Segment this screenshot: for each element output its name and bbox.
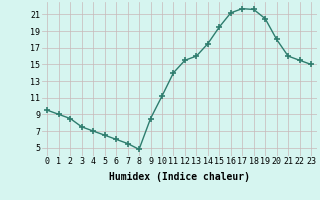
X-axis label: Humidex (Indice chaleur): Humidex (Indice chaleur) — [109, 172, 250, 182]
